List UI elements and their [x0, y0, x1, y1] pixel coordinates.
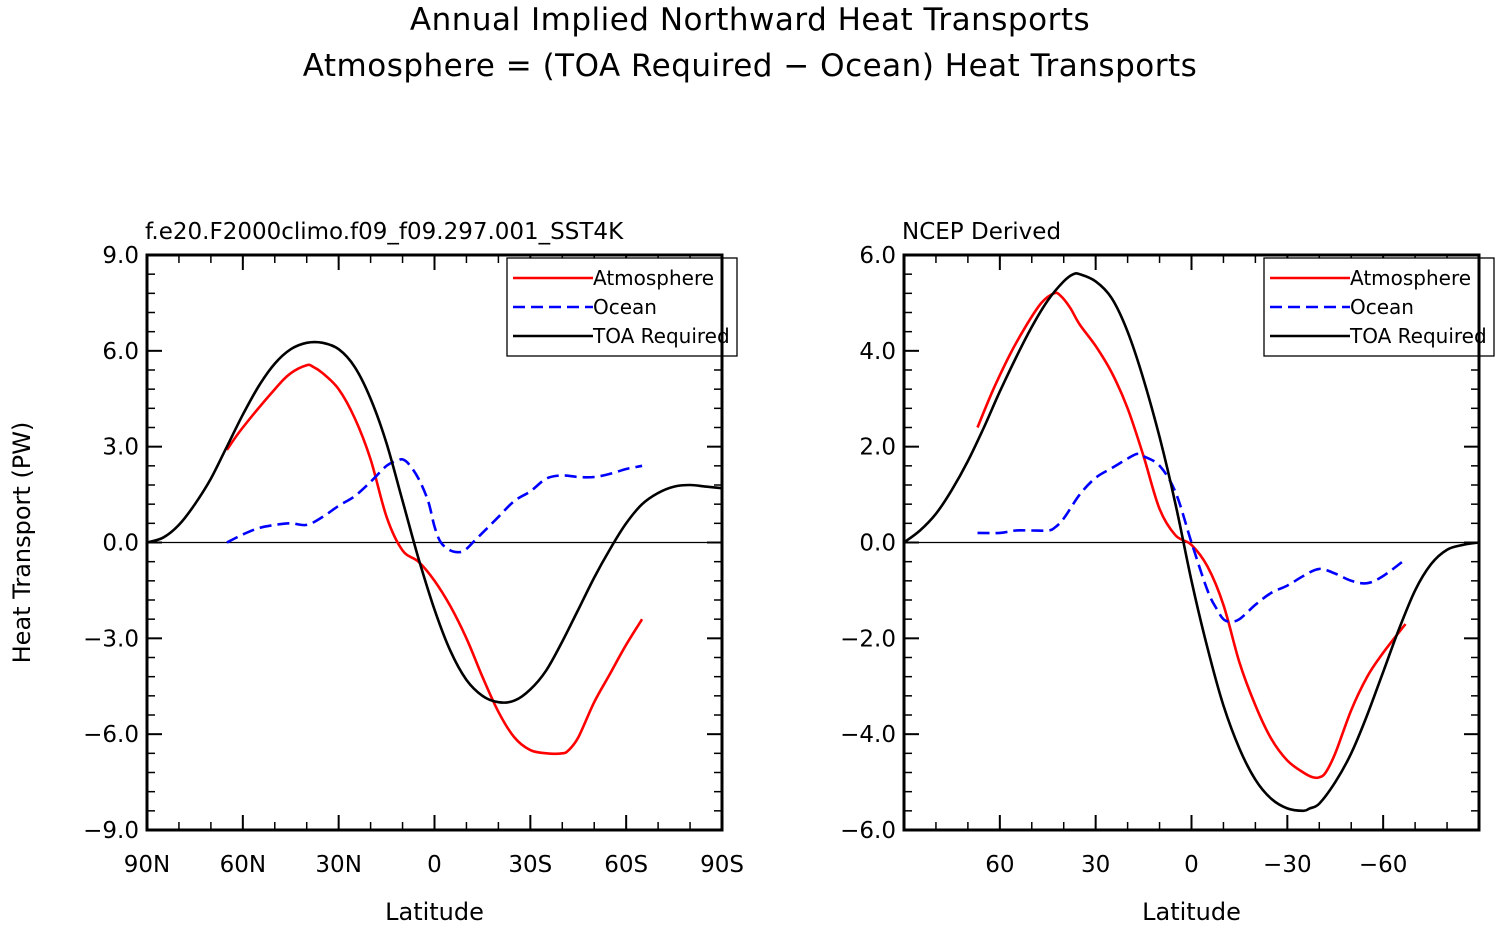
- y-tick-label: 0.0: [859, 531, 896, 557]
- x-tick-label: 0: [427, 852, 442, 878]
- plot-frame: [145, 253, 724, 832]
- legend-box: [1263, 257, 1495, 357]
- legend-label: Ocean: [1350, 295, 1414, 319]
- y-tick-label: 4.0: [859, 339, 896, 365]
- y-tick-label: 6.0: [102, 339, 139, 365]
- y-tick-label: −4.0: [840, 722, 896, 748]
- series-line-ocean: [226, 457, 643, 554]
- x-tick-label: 90N: [124, 852, 170, 878]
- legend-label: Atmosphere: [1350, 266, 1471, 290]
- x-tick-label: −30: [1263, 852, 1312, 878]
- page-title-line-2: Atmosphere = (TOA Required − Ocean) Heat…: [302, 48, 1198, 84]
- x-tick-label: 60S: [604, 852, 648, 878]
- x-tick-label: 0: [1184, 852, 1199, 878]
- series-line-toa-required: [903, 272, 1480, 813]
- x-axis-label: Latitude: [385, 898, 484, 926]
- x-tick-label: 30S: [508, 852, 552, 878]
- legend-label: Ocean: [593, 295, 657, 319]
- y-tick-label: −9.0: [83, 818, 139, 844]
- page-title-line-1: Annual Implied Northward Heat Transports: [409, 2, 1091, 38]
- legend-label: Atmosphere: [593, 266, 714, 290]
- y-tick-label: 9.0: [102, 243, 139, 269]
- x-tick-label: 30: [1081, 852, 1110, 878]
- chart-title: f.e20.F2000climo.f09_f09.297.001_SST4K: [145, 219, 624, 245]
- y-tick-label: 3.0: [102, 435, 139, 461]
- legend-box: [506, 257, 738, 357]
- chart-model-sst4k: f.e20.F2000climo.f09_f09.297.001_SST4K −9…: [8, 219, 744, 926]
- y-tick-label: −6.0: [83, 722, 139, 748]
- series-line-ocean: [977, 452, 1407, 623]
- x-tick-label: 90S: [700, 852, 744, 878]
- legend-label: TOA Required: [1349, 324, 1487, 348]
- y-tick-label: 6.0: [859, 243, 896, 269]
- x-tick-label: 60: [985, 852, 1014, 878]
- y-axis-label: Heat Transport (PW): [8, 422, 36, 664]
- x-tick-label: 30N: [315, 852, 361, 878]
- y-tick-label: −6.0: [840, 818, 896, 844]
- x-tick-label: −60: [1359, 852, 1408, 878]
- legend-label: TOA Required: [592, 324, 730, 348]
- series-line-atmosphere: [976, 291, 1407, 780]
- x-axis-label: Latitude: [1142, 898, 1241, 926]
- x-tick-label: 60N: [220, 852, 266, 878]
- series-line-atmosphere: [225, 363, 644, 756]
- y-tick-label: 0.0: [102, 531, 139, 557]
- y-tick-label: −3.0: [83, 626, 139, 652]
- chart-ncep-derived: NCEP Derived −6.0 −4.0 −2.0 0.0 2.0 4.0 6.0 60 30…: [840, 219, 1495, 926]
- y-tick-label: −2.0: [840, 626, 896, 652]
- y-tick-label: 2.0: [859, 435, 896, 461]
- plot-frame: [902, 253, 1481, 832]
- chart-title: NCEP Derived: [902, 219, 1061, 245]
- series-line-toa-required: [146, 340, 723, 704]
